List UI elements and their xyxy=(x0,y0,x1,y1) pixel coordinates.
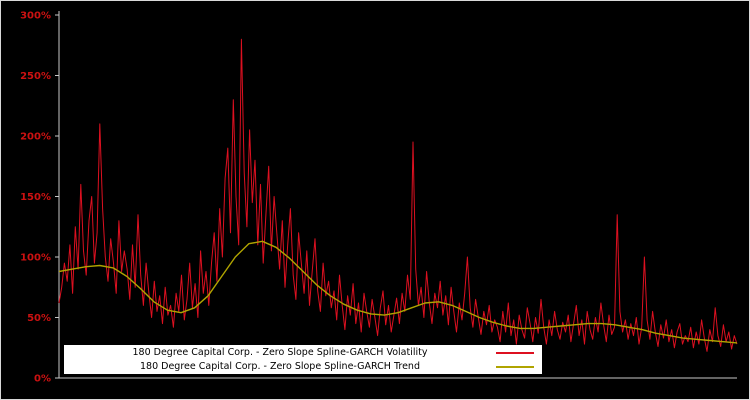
y-tick-label: 100% xyxy=(20,253,51,264)
volatility-series-line xyxy=(58,38,738,352)
y-tick-label: 200% xyxy=(20,132,51,143)
legend-item-trend: 180 Degree Capital Corp. - Zero Slope Sp… xyxy=(64,360,542,373)
legend-item-volatility: 180 Degree Capital Corp. - Zero Slope Sp… xyxy=(64,346,542,359)
y-tick-label: 300% xyxy=(20,11,51,22)
y-tick-label: 0% xyxy=(34,374,51,385)
legend-label-trend: 180 Degree Capital Corp. - Zero Slope Sp… xyxy=(140,361,420,372)
y-tick-label: 150% xyxy=(20,192,51,203)
trend-line-sample xyxy=(496,365,534,368)
y-tick-label: 250% xyxy=(20,71,51,82)
trend-series-line xyxy=(58,240,738,344)
legend: 180 Degree Capital Corp. - Zero Slope Sp… xyxy=(64,345,542,374)
y-tick-label: 50% xyxy=(27,313,51,324)
legend-label-volatility: 180 Degree Capital Corp. - Zero Slope Sp… xyxy=(132,347,428,358)
volatility-line-sample xyxy=(496,351,534,354)
